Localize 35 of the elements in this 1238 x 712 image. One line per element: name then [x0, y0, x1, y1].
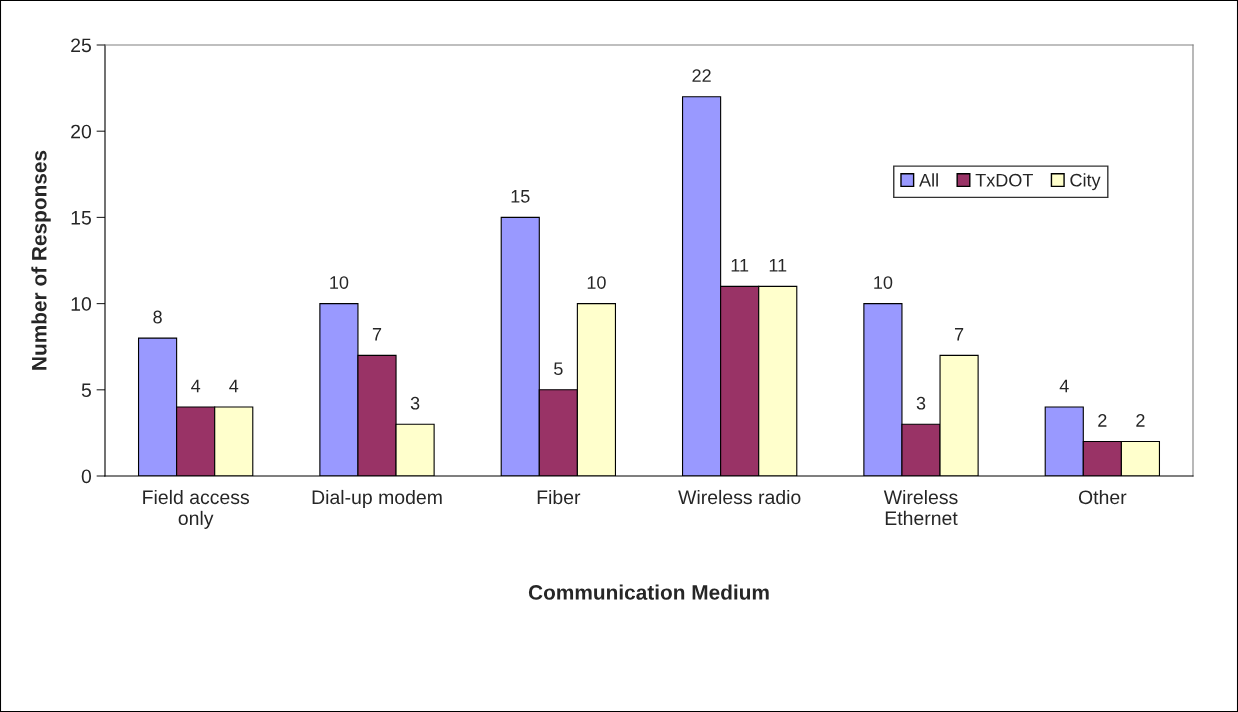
data-label: 10 — [330, 276, 349, 289]
data-label: 5 — [554, 362, 563, 376]
data-label: 4 — [191, 379, 201, 393]
data-label: 10 — [874, 276, 893, 289]
data-label: 15 — [511, 190, 530, 203]
x-tick-label: Wireless Ethernet — [883, 489, 958, 526]
y-tick-label: 15 — [71, 211, 91, 225]
legend-label: All — [919, 173, 938, 187]
y-tick-label: 5 — [81, 383, 91, 398]
x-tick-label: Wireless radio — [678, 489, 801, 505]
data-label: 11 — [769, 259, 787, 272]
data-label: 10 — [587, 276, 606, 289]
data-label: 4 — [229, 379, 239, 393]
y-tick-label: 0 — [81, 469, 92, 484]
data-label: 11 — [731, 259, 749, 272]
y-tick-label: 25 — [71, 38, 91, 53]
data-label: 8 — [153, 310, 162, 324]
x-tick-label: Fiber — [537, 489, 581, 505]
y-tick-label: 20 — [71, 124, 92, 139]
legend-label: TxDOT — [975, 173, 1033, 187]
data-label: 2 — [1136, 414, 1145, 427]
data-label: 3 — [410, 396, 420, 410]
x-tick-label: Field access only — [143, 489, 249, 529]
data-label: 22 — [692, 69, 711, 82]
data-label: 3 — [916, 396, 926, 410]
x-axis-title: Communication Medium — [528, 584, 769, 600]
legend-label: City — [1070, 173, 1101, 191]
data-label: 2 — [1098, 414, 1107, 427]
data-label: 7 — [372, 328, 382, 341]
data-label: 7 — [954, 328, 964, 341]
y-axis-title: Number of Responses — [31, 150, 51, 370]
x-tick-label: Dial-up modem — [312, 489, 442, 509]
x-tick-label: Other — [1078, 489, 1127, 505]
data-label: 4 — [1059, 379, 1069, 393]
y-tick-label: 10 — [71, 297, 92, 311]
